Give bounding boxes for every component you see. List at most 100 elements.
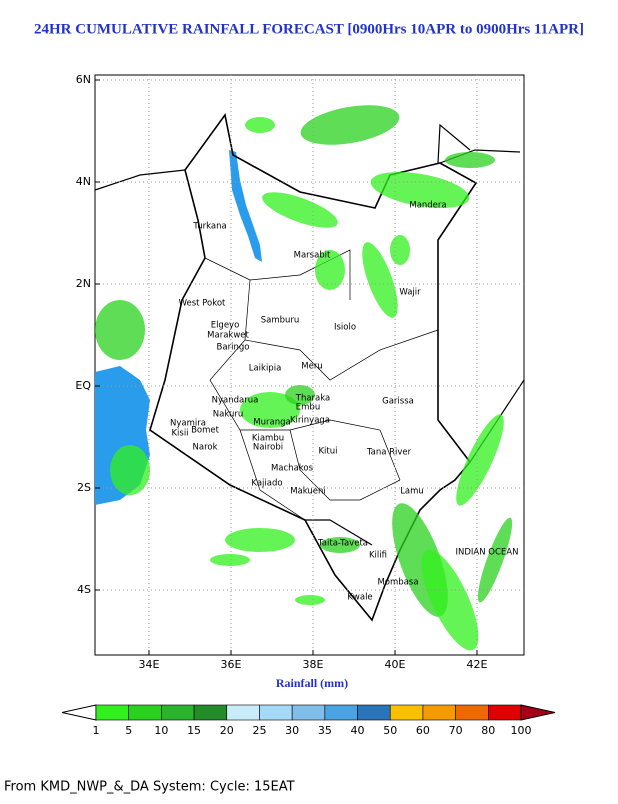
colorbar-bin	[259, 704, 293, 721]
lat-tick-label: 2N	[76, 277, 91, 290]
place-label: Nyandarua	[212, 396, 259, 406]
place-label: Wajir	[399, 288, 421, 298]
place-label: Muranga	[253, 418, 290, 428]
place-label: Turkana	[192, 222, 226, 232]
colorbar-label: 20	[220, 724, 234, 737]
colorbar-label: 70	[449, 724, 463, 737]
lat-tick-label: 2S	[77, 481, 91, 494]
rain-area	[445, 152, 495, 168]
place-label: Kirinyaga	[290, 416, 330, 426]
colorbar-label: 100	[511, 724, 532, 737]
place-label: Nyamira	[170, 419, 206, 429]
rain-area	[225, 528, 295, 552]
colorbar-label: 1	[93, 724, 100, 737]
place-label: Bomet	[191, 426, 220, 436]
colorbar-label: 80	[481, 724, 495, 737]
place-label: Tana River	[366, 448, 412, 458]
rain-area	[477, 517, 513, 603]
colorbar-bin	[161, 704, 195, 721]
place-label: Kiambu	[252, 434, 284, 444]
colorbar-label: 35	[318, 724, 332, 737]
place-label: Kisii	[171, 429, 188, 439]
rain-area	[315, 250, 345, 290]
x-axis-label: Rainfall (mm)	[276, 676, 348, 690]
colorbar-bin	[95, 704, 129, 721]
graticule: 6N 4N 2N EQ 2S 4S 34E 36E 38E 40E 42E	[75, 73, 524, 671]
rain-area	[362, 242, 398, 318]
place-label: INDIAN OCEAN	[456, 548, 519, 558]
place-label: Narok	[193, 443, 218, 453]
rain-area	[390, 235, 410, 265]
lake-turkana	[229, 150, 262, 262]
lon-tick-label: 36E	[221, 658, 242, 671]
colorbar-bin	[193, 704, 228, 721]
country-borders	[94, 123, 525, 546]
rain-area	[262, 192, 338, 228]
place-label: Mandera	[409, 201, 446, 211]
place-label: Nairobi	[253, 443, 283, 453]
place-label: Kajiado	[251, 479, 282, 489]
colorbar-label: 30	[285, 724, 299, 737]
place-label: Lamu	[400, 487, 424, 497]
colorbar-extend-low	[61, 704, 97, 721]
colorbar-bin	[389, 704, 424, 721]
colorbar-label: 50	[383, 724, 397, 737]
colorbar-label: 40	[351, 724, 365, 737]
lat-tick-label: 4S	[77, 583, 91, 596]
rain-area	[210, 554, 250, 566]
place-label: Garissa	[382, 397, 414, 407]
footer: From KMD_NWP_&_DA System: Cycle: 15EAT	[4, 780, 295, 795]
place-label: Kitui	[318, 447, 337, 457]
colorbar-label: 25	[252, 724, 266, 737]
rain-area	[456, 414, 504, 506]
place-label: Taita-Taveta	[317, 539, 368, 549]
lon-tick-label: 34E	[139, 658, 160, 671]
colorbar-label: 10	[154, 724, 168, 737]
colorbar-label: 60	[416, 724, 430, 737]
place-label: Kwale	[347, 593, 372, 603]
place-label: Samburu	[261, 316, 300, 326]
place-labels: Turkana Marsabit Mandera Wajir West Pokot Sam…	[170, 201, 518, 603]
colorbar: 1 5 10 15 20 25 30 35 40 50 60 70 80 100	[61, 704, 556, 737]
rain-area	[320, 537, 360, 553]
lat-tick-label: 6N	[76, 73, 91, 86]
place-label: Kilifi	[369, 551, 387, 561]
place-label: Baringo	[217, 343, 250, 353]
place-label: Marakwet	[207, 331, 249, 341]
place-label: West Pokot	[179, 299, 226, 309]
colorbar-bin	[291, 704, 326, 721]
place-label: Elgeyo	[211, 321, 240, 331]
rain-area	[245, 117, 275, 133]
place-label: Isiolo	[334, 323, 356, 333]
place-label: Meru	[301, 362, 322, 372]
colorbar-bin	[422, 704, 456, 721]
colorbar-bin	[455, 704, 489, 721]
rain-area	[370, 172, 470, 208]
place-label: Makueni	[290, 487, 326, 497]
lon-tick-label: 38E	[303, 658, 324, 671]
place-label: Tharaka	[295, 394, 330, 404]
colorbar-bin	[226, 704, 260, 721]
place-label: Mombasa	[377, 578, 418, 588]
county-borders	[204, 249, 439, 521]
lon-tick-label: 40E	[385, 658, 406, 671]
rainfall-areas	[95, 105, 513, 651]
rain-area	[295, 595, 325, 605]
place-label: Marsabit	[294, 251, 331, 261]
lon-tick-label: 42E	[467, 658, 488, 671]
colorbar-extend-high	[520, 704, 556, 721]
map-title: 24HR CUMULATIVE RAINFALL FORECAST [0900H…	[34, 21, 584, 37]
lat-tick-label: EQ	[75, 379, 91, 392]
place-label: Machakos	[271, 464, 314, 474]
colorbar-bin	[357, 704, 391, 721]
colorbar-bin	[488, 704, 522, 721]
lat-tick-label: 4N	[76, 175, 91, 188]
place-label: Nakuru	[213, 410, 244, 420]
rain-area	[300, 105, 400, 145]
rain-area	[95, 300, 145, 360]
colorbar-bin	[128, 704, 162, 721]
rain-area	[110, 445, 150, 495]
place-label: Laikipia	[249, 364, 282, 374]
place-label: Embu	[296, 403, 320, 413]
